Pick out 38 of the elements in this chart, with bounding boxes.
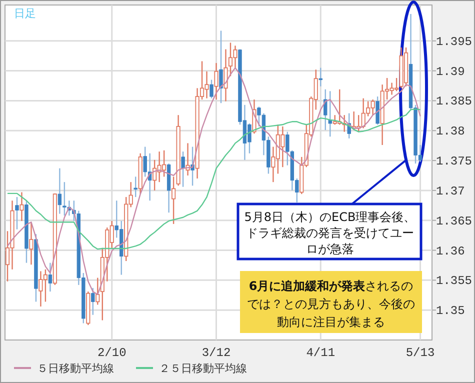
annotation: 日足 — [14, 7, 36, 20]
y-tick-label: 1.37 — [436, 184, 465, 198]
y-tick-label: 1.375 — [436, 154, 472, 169]
candlestick — [15, 196, 19, 230]
candlestick — [58, 168, 62, 214]
candlestick — [181, 150, 185, 188]
candlestick — [20, 192, 24, 222]
candlestick — [91, 287, 95, 316]
x-tick-label: 5/13 — [406, 346, 435, 360]
y-tick-label: 1.39 — [436, 64, 465, 79]
candlestick — [394, 77, 399, 92]
candlestick — [328, 90, 332, 138]
legend-label: ２５日移動平均線 — [159, 362, 247, 375]
candlestick — [96, 277, 100, 306]
candlestick — [214, 62, 218, 100]
annotation: 5月8日（木）のECB理事会後、ドラギ総裁の発言を受けてユーロが急落 — [244, 210, 416, 256]
candlestick — [172, 176, 176, 225]
candlestick — [376, 96, 380, 126]
x-tick-label: 3/12 — [202, 346, 231, 360]
y-tick-label: 1.38 — [436, 124, 465, 139]
candlestick — [29, 222, 34, 266]
candlestick — [210, 79, 214, 99]
legend-label: ５日移動平均線 — [37, 362, 114, 375]
candlestick — [224, 48, 228, 102]
candlestick — [318, 67, 322, 87]
y-tick-label: 1.365 — [436, 214, 472, 228]
candlestick — [219, 30, 223, 104]
x-tick-label: 4/11 — [306, 346, 336, 360]
y-tick-label: 1.36 — [436, 244, 465, 258]
y-tick-label: 1.35 — [436, 304, 465, 318]
y-tick-label: 1.395 — [436, 34, 472, 49]
y-tick-label: 1.385 — [436, 94, 472, 109]
candlestick — [48, 262, 52, 292]
annotation: 6月に追加緩和が発表されるのでは？との見方もあり、今後の動向に注目が集まる — [247, 279, 415, 329]
x-tick-label: 2/10 — [97, 346, 126, 360]
y-tick-label: 1.355 — [436, 274, 472, 288]
candlestick — [324, 88, 328, 131]
candlestick — [134, 176, 138, 198]
